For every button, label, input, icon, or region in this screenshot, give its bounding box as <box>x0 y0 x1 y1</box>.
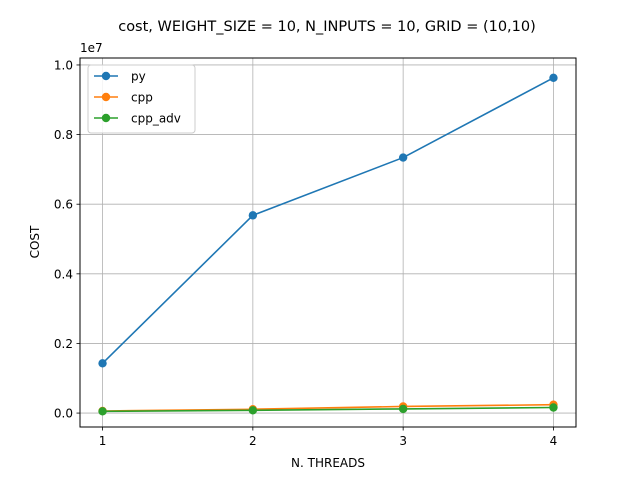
data-point-py <box>98 359 107 368</box>
y-axis-ticks: 0.0 0.2 0.4 0.6 0.8 1.0 <box>54 58 80 421</box>
y-offset-label: 1e7 <box>80 41 103 55</box>
legend-label-py: py <box>131 70 146 84</box>
series-py <box>98 73 558 368</box>
legend-marker-cpp_adv <box>101 113 111 123</box>
y-tick-label: 0.4 <box>54 267 73 281</box>
legend-label-cpp: cpp <box>131 91 153 105</box>
x-tick-label: 2 <box>249 434 257 448</box>
data-point-py <box>549 73 558 83</box>
legend-label-cpp_adv: cpp_adv <box>131 112 181 126</box>
y-axis-label: COST <box>28 225 42 258</box>
data-point-py <box>398 153 408 162</box>
x-axis-label: N. THREADS <box>291 456 365 470</box>
x-tick-label: 4 <box>550 434 558 448</box>
grid-lines <box>80 58 576 427</box>
legend: py cpp cpp_adv <box>87 64 196 134</box>
y-tick-label: 0.0 <box>54 407 73 421</box>
x-tick-label: 3 <box>399 434 407 448</box>
series-line-py <box>101 77 554 364</box>
y-tick-label: 0.6 <box>54 198 73 212</box>
series-line-cpp_adv <box>102 406 554 413</box>
data-point-py <box>248 211 258 220</box>
data-point-cpp_adv <box>549 403 558 412</box>
series-cpp_adv <box>98 403 558 416</box>
legend-box <box>87 64 196 134</box>
x-axis-ticks: 1 2 3 4 <box>99 427 558 448</box>
x-tick-label: 1 <box>99 434 107 448</box>
legend-marker-cpp <box>101 92 111 102</box>
chart-title: cost, WEIGHT_SIZE = 10, N_INPUTS = 10, G… <box>118 19 536 35</box>
data-point-cpp_adv <box>398 404 408 414</box>
plot-frame <box>79 57 577 428</box>
y-tick-label: 1.0 <box>54 58 73 72</box>
data-point-cpp_adv <box>248 406 258 415</box>
series-layer <box>98 73 558 416</box>
y-tick-label: 0.2 <box>54 337 73 351</box>
data-point-cpp_adv <box>98 407 107 416</box>
legend-marker-py <box>101 71 111 81</box>
y-tick-label: 0.8 <box>54 128 73 142</box>
